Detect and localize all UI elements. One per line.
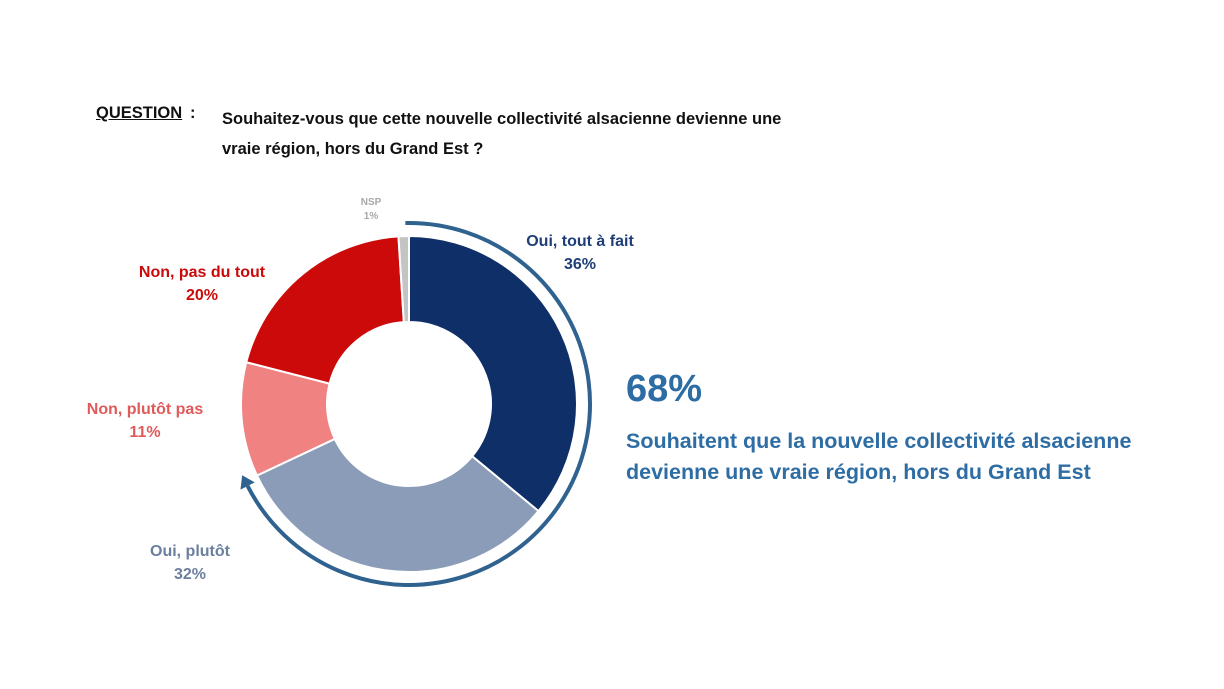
arrow-arc bbox=[245, 221, 592, 587]
label-value: 36% bbox=[563, 256, 597, 273]
label-name: Oui, plutôt bbox=[150, 543, 230, 560]
label-value: 1% bbox=[363, 211, 379, 222]
arrowhead-icon bbox=[240, 475, 255, 490]
label-oui-tout-a-fait: Oui, tout à fait 36% bbox=[500, 230, 660, 276]
label-value: 20% bbox=[185, 287, 219, 304]
question-colon: : bbox=[190, 104, 196, 122]
donut-slice bbox=[408, 234, 578, 513]
label-non-pas-du-tout: Non, pas du tout 20% bbox=[112, 261, 292, 307]
donut-slice bbox=[245, 235, 405, 385]
label-value: 32% bbox=[173, 566, 207, 583]
highlight-value: 68% bbox=[626, 368, 703, 410]
label-oui-plutot: Oui, plutôt 32% bbox=[120, 540, 260, 586]
highlight-text: Souhaitent que la nouvelle collectivité … bbox=[626, 429, 1132, 484]
label-nsp: NSP 1% bbox=[346, 196, 396, 224]
question-label: QUESTION bbox=[96, 104, 183, 122]
label-value: 11% bbox=[129, 424, 161, 441]
label-name: NSP bbox=[360, 197, 382, 208]
label-non-plutot-pas: Non, plutôt pas 11% bbox=[60, 398, 230, 444]
donut-slice bbox=[255, 437, 540, 573]
label-name: Oui, tout à fait bbox=[526, 233, 634, 250]
donut-slice bbox=[397, 234, 410, 324]
question-text: Souhaitez-vous que cette nouvelle collec… bbox=[222, 110, 782, 158]
label-name: Non, plutôt pas bbox=[86, 401, 204, 418]
label-name: Non, pas du tout bbox=[138, 264, 266, 281]
